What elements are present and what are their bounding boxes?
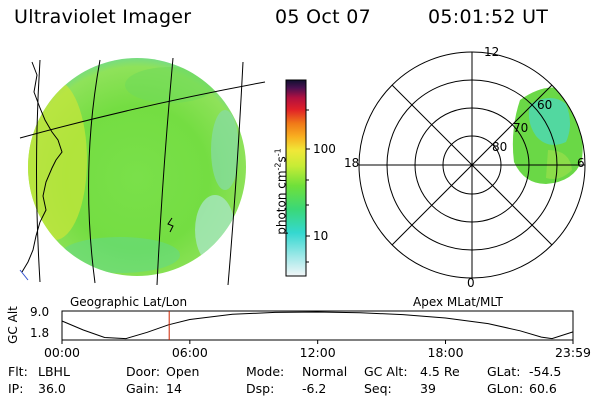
colorbar-unit-label: photon cm-2s-1 [273,148,289,235]
colorbar-tick-100: 100 [313,142,336,156]
y-axis-label: GC Alt [5,306,20,344]
info-label: GLon: [487,381,524,396]
app-title: Ultraviolet Imager [14,6,192,28]
mlt-label-12: 12 [484,45,500,59]
info-label: Dsp: [246,381,275,396]
x-tick-label: 06:00 [171,345,208,360]
aurora-disk [28,58,246,276]
geographic-panel [19,57,266,286]
coastline [21,61,174,273]
colorbar-tick-10: 10 [313,229,329,243]
info-label: Door: [126,364,161,379]
info-label: Seq: [364,381,392,396]
x-tick-label: 18:00 [427,345,464,360]
mlt-label-6: 6 [577,156,585,170]
coastline-blue [19,269,29,281]
info-label: IP: [8,381,24,396]
info-label: Flt: [8,364,28,379]
x-tick-marks [61,340,574,344]
y-tick-1-8: 1.8 [30,326,50,340]
altitude-plot [61,310,574,344]
info-label: Gain: [126,381,159,396]
x-tick-label: 23:59 [554,345,592,360]
mlat-label-60: 60 [537,98,553,112]
image-date: 05 Oct 07 [275,6,371,28]
info-label: Mode: [246,364,285,379]
info-value: Normal [302,364,348,379]
colorbar-scale [285,79,307,277]
lat-lon-grid [19,57,266,286]
x-tick-label: 00:00 [43,345,81,360]
mlt-label-18: 18 [344,156,360,170]
mlat-label-80: 80 [492,140,508,154]
colorbar [285,79,310,277]
info-value: 60.6 [529,381,557,396]
geographic-label: Geographic Lat/Lon [70,295,188,309]
info-value: Open [166,364,200,379]
mlat-label-70: 70 [513,121,529,135]
info-label: GLat: [487,364,521,379]
info-value: LBHL [38,364,70,379]
y-tick-9: 9.0 [30,305,50,319]
mlt-label-0: 0 [467,276,475,290]
polar-grid [358,51,586,279]
info-value: -54.5 [529,364,562,379]
x-tick-label: 12:00 [299,345,336,360]
polar-aurora [512,87,583,184]
info-value: 14 [166,381,182,396]
info-label: GC Alt: [364,364,408,379]
info-value: -6.2 [302,381,327,396]
info-value: 39 [420,381,436,396]
info-value: 36.0 [38,381,66,396]
polar-panel [358,51,586,279]
info-value: 4.5 Re [420,364,460,379]
image-time: 05:01:52 UT [428,6,549,28]
apex-label: Apex MLat/MLT [413,295,503,309]
altitude-series-line [61,311,574,340]
